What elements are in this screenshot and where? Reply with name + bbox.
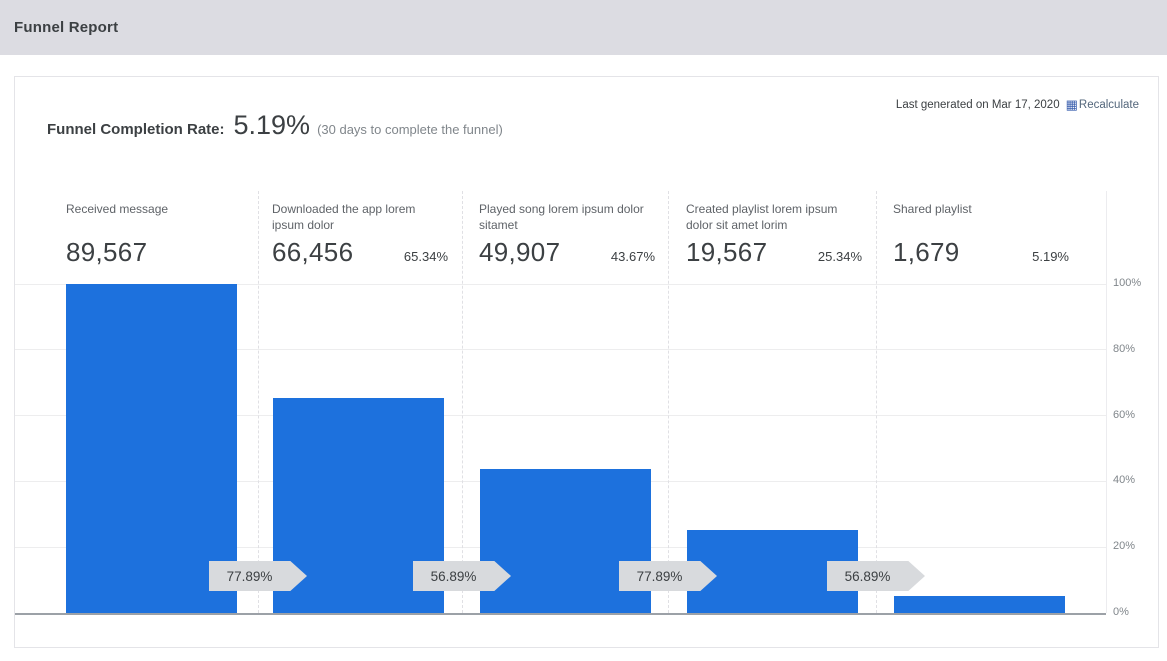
funnel-stage-column: Downloaded the app lorem ipsum dolor 66,4… (272, 201, 458, 268)
y-axis-tick-label: 100% (1113, 277, 1142, 289)
stage-count: 19,567 (686, 237, 768, 267)
report-meta: Last generated on Mar 17, 2020 ▦ Recalcu… (896, 98, 1139, 111)
funnel-stage-column: Created playlist lorem ipsum dolor sit a… (686, 201, 872, 268)
transition-rate-label: 77.89% (636, 568, 683, 584)
y-axis-tick-label: 80% (1113, 342, 1136, 355)
funnel-stage-column: Shared playlist 1,679 5.19% (893, 201, 1079, 268)
calculator-grid-icon: ▦ (1065, 97, 1078, 112)
transition-rate-label: 77.89% (226, 568, 273, 584)
gridline (15, 349, 1106, 351)
recalculate-button[interactable]: ▦ Recalculate (1066, 98, 1139, 111)
column-divider (258, 191, 259, 613)
stage-conversion-rate: 43.67% (610, 249, 655, 264)
stage-label: Shared playlist (893, 202, 972, 216)
transition-rate-badge: 77.89% (619, 561, 717, 591)
column-divider (876, 191, 877, 613)
completion-rate-value: 5.19% (233, 110, 311, 140)
completion-rate-note: (30 days to complete the funnel) (317, 122, 503, 137)
stage-count: 1,679 (893, 237, 960, 267)
stage-value-row: 1,679 5.19% (893, 237, 1079, 268)
gridline (15, 283, 1106, 285)
funnel-bar[interactable] (894, 595, 1065, 613)
column-divider (462, 191, 463, 613)
recalculate-label: Recalculate (1078, 98, 1139, 111)
transition-rate-badge: 56.89% (827, 561, 925, 591)
page-title: Funnel Report (14, 19, 119, 36)
y-axis-tick-label: 0% (1113, 606, 1129, 618)
stage-count: 89,567 (66, 237, 148, 267)
y-axis-tick-label: 60% (1113, 408, 1136, 421)
y-axis-tick-label: 20% (1113, 540, 1136, 553)
gridline (15, 415, 1106, 417)
stage-count: 66,456 (272, 237, 354, 267)
transition-rate-badge: 56.89% (413, 561, 511, 591)
app-header: Funnel Report (0, 0, 1167, 55)
transition-rate-label: 56.89% (844, 568, 891, 584)
column-divider (668, 191, 669, 613)
y-axis-tick-label: 40% (1113, 474, 1136, 487)
completion-rate-label: Funnel Completion Rate: (47, 121, 225, 138)
stage-label: Played song lorem ipsum dolor sitamet (479, 202, 644, 232)
x-axis-line (15, 613, 1106, 615)
stage-conversion-rate: 5.19% (1032, 249, 1069, 264)
funnel-report-card: Last generated on Mar 17, 2020 ▦ Recalcu… (14, 76, 1159, 648)
stage-label: Downloaded the app lorem ipsum dolor (272, 202, 416, 232)
stage-value-row: 89,567 (66, 237, 252, 268)
stage-count: 49,907 (479, 237, 561, 267)
funnel-bar[interactable] (66, 284, 237, 613)
funnel-stage-column: Played song lorem ipsum dolor sitamet 49,… (479, 201, 665, 268)
chart-right-boundary (1106, 191, 1107, 613)
stage-value-row: 19,567 25.34% (686, 237, 872, 268)
stage-label: Received message (66, 202, 169, 216)
last-generated-text: Last generated on Mar 17, 2020 (895, 98, 1060, 111)
stage-value-row: 66,456 65.34% (272, 237, 458, 268)
completion-rate-line: Funnel Completion Rate: 5.19% (30 days t… (47, 110, 503, 141)
funnel-stage-column: Received message 89,567 (66, 201, 252, 268)
stage-value-row: 49,907 43.67% (479, 237, 665, 268)
stage-label: Created playlist lorem ipsum dolor sit a… (686, 202, 838, 232)
stage-conversion-rate: 25.34% (817, 249, 862, 264)
transition-rate-label: 56.89% (430, 568, 477, 584)
funnel-bar[interactable] (480, 469, 651, 613)
funnel-chart: 0% 20% 40% 60% 80% 100% Received message 89,567… (15, 77, 1160, 649)
transition-rate-badge: 77.89% (209, 561, 307, 591)
stage-conversion-rate: 65.34% (403, 249, 448, 264)
